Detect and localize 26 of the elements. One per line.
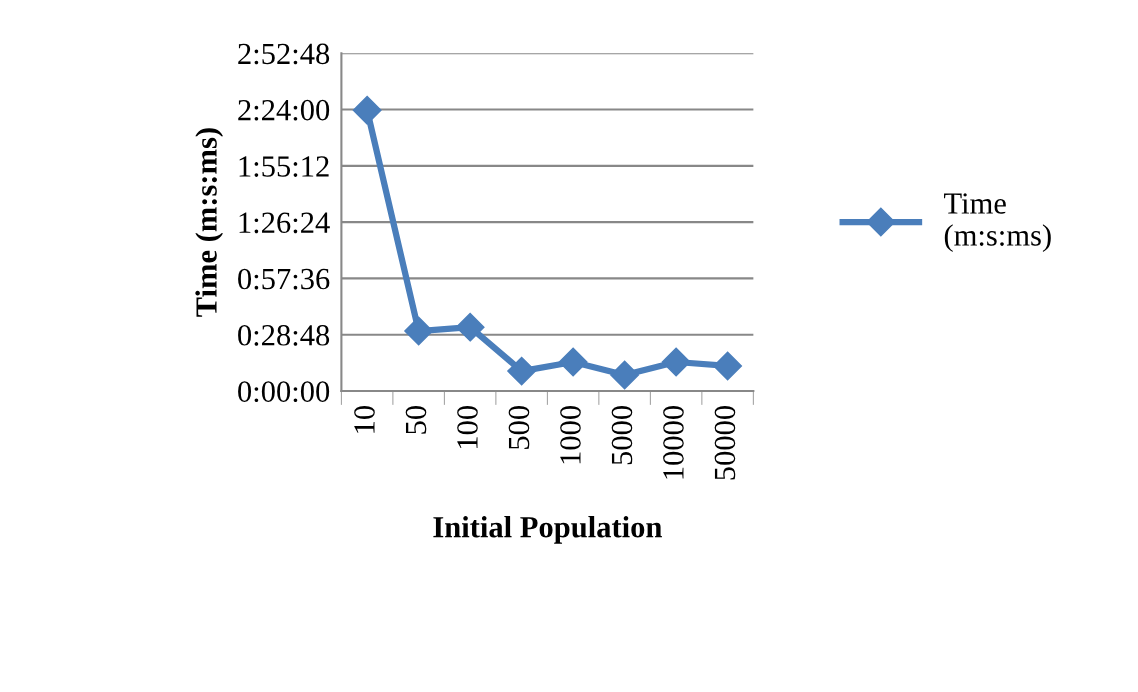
y-tick-label: 0:57:36 bbox=[238, 268, 330, 290]
point bbox=[455, 312, 485, 342]
point bbox=[507, 356, 537, 386]
x-tick-label: 100 bbox=[457, 406, 478, 449]
x-tick-label: 10 bbox=[354, 406, 375, 433]
y-tick-label: 2:52:48 bbox=[238, 43, 330, 65]
point bbox=[661, 347, 691, 377]
point bbox=[558, 347, 588, 377]
x-tick-label: 50000 bbox=[714, 406, 736, 480]
point bbox=[610, 360, 640, 390]
y-tick-label: 1:26:24 bbox=[239, 212, 330, 234]
legend-label: Time (m:s:ms) bbox=[944, 193, 1051, 252]
y-tick-label: 0:28:48 bbox=[238, 324, 330, 346]
x-tick-label: 50 bbox=[405, 406, 427, 434]
y-tick-label: 2:24:00 bbox=[238, 99, 330, 121]
point bbox=[352, 95, 382, 125]
y-axis-title: Time (m:s:ms) bbox=[195, 128, 224, 317]
x-tick-label: 10000 bbox=[663, 406, 684, 479]
x-axis-title: Initial Population bbox=[433, 515, 662, 544]
x-tick-label: 5000 bbox=[611, 406, 633, 465]
y-tick-label: 0:00:00 bbox=[238, 381, 330, 403]
point bbox=[713, 351, 743, 381]
x-tick-label: 500 bbox=[508, 406, 530, 449]
point bbox=[404, 316, 434, 346]
y-tick-label: 1:55:12 bbox=[239, 156, 329, 177]
x-tick-label: 1000 bbox=[560, 406, 581, 464]
